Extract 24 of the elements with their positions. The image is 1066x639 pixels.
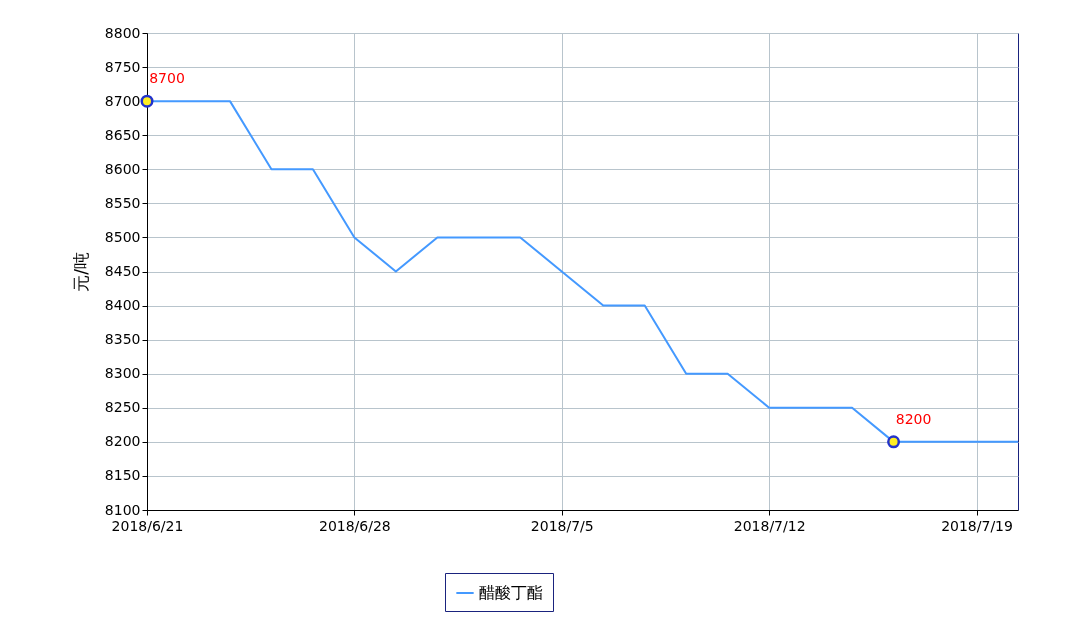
y-tick-label: 8100 bbox=[104, 501, 141, 518]
y-tick-label: 8800 bbox=[104, 24, 141, 41]
data-label: 8200 bbox=[895, 410, 932, 427]
y-tick-label: 8150 bbox=[104, 467, 141, 484]
y-tick-label: 8450 bbox=[104, 263, 141, 279]
y-tick-label: 8400 bbox=[104, 297, 141, 314]
y-tick-label: 8500 bbox=[104, 228, 141, 245]
y-tick-label: 8250 bbox=[104, 399, 141, 416]
x-tick-label: 2018/7/12 bbox=[733, 517, 806, 534]
y-tick-label: 8200 bbox=[104, 433, 141, 450]
x-tick-label: 2018/7/5 bbox=[530, 517, 594, 534]
y-tick-label: 8350 bbox=[104, 331, 141, 348]
x-tick-label: 2018/6/21 bbox=[111, 517, 184, 534]
legend-label: 醋酸丁酯 bbox=[479, 583, 543, 602]
y-tick-label: 8600 bbox=[104, 160, 141, 177]
data-label: 8700 bbox=[149, 70, 185, 87]
y-tick-label: 8750 bbox=[104, 58, 141, 75]
y-tick-label: 8300 bbox=[104, 365, 141, 382]
y-axis-title: 元/吨 bbox=[70, 252, 91, 292]
x-tick-label: 2018/7/19 bbox=[941, 517, 1013, 534]
y-tick-label: 8700 bbox=[104, 92, 141, 109]
x-tick-label: 2018/6/28 bbox=[318, 517, 391, 534]
y-tick-label: 8550 bbox=[104, 194, 141, 211]
y-tick-label: 8650 bbox=[104, 126, 141, 143]
